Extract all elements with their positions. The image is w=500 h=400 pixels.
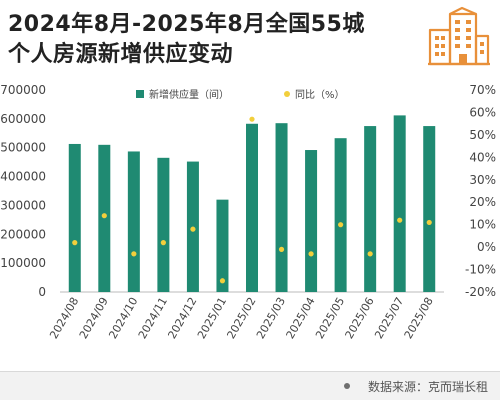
bar-supply — [423, 126, 436, 292]
chart-title-line-1: 2024年8月-2025年8月全国55城 — [8, 12, 365, 37]
point-yoy — [101, 213, 107, 219]
legend-label-bar: 新增供应量（间） — [149, 88, 229, 101]
y-left-tick-label: 600000 — [0, 112, 46, 126]
bar-supply — [127, 151, 140, 292]
point-yoy — [219, 278, 226, 284]
y-right-tick-label: 40% — [469, 150, 496, 164]
legend-label-point: 同比（%） — [295, 89, 345, 101]
point-yoy — [308, 251, 314, 257]
y-right-tick-label: 60% — [469, 105, 496, 119]
bar-supply — [305, 150, 318, 292]
y-right-tick-label: 50% — [469, 128, 496, 142]
legend-swatch-point — [284, 91, 290, 97]
point-yoy — [249, 116, 255, 122]
y-left-tick-label: 500000 — [0, 141, 46, 155]
point-yoy — [338, 222, 344, 228]
bar-supply — [246, 123, 258, 293]
y-left-tick-label: 100000 — [0, 256, 46, 270]
point-yoy — [190, 226, 196, 232]
point-yoy — [131, 251, 137, 257]
y-left-tick-label: 700000 — [0, 83, 46, 97]
y-right-tick-label: -10% — [465, 263, 496, 277]
y-right-tick-label: 30% — [469, 173, 496, 187]
bar-supply — [393, 115, 406, 292]
chart-title-line-2: 个人房源新增供应变动 — [8, 42, 234, 67]
point-yoy — [72, 240, 78, 246]
y-left-tick-label: 0 — [38, 285, 46, 299]
y-left-tick-label: 300000 — [0, 198, 46, 212]
bar-supply — [216, 199, 229, 292]
bar-supply — [98, 144, 111, 292]
bar-supply — [157, 157, 170, 292]
y-right-tick-label: 70% — [469, 83, 496, 97]
bar-supply — [334, 138, 347, 292]
bar-supply — [364, 126, 377, 292]
y-left-tick-label: 200000 — [0, 227, 46, 241]
source-note: 数据来源：克而瑞长租 — [367, 380, 488, 394]
y-left-tick-label: 400000 — [0, 170, 46, 184]
point-yoy — [367, 251, 373, 257]
y-right-tick-label: 10% — [469, 218, 496, 232]
footer-bar: 数据来源：克而瑞长租 — [0, 371, 500, 400]
point-yoy — [426, 219, 432, 226]
legend-swatch-bar — [136, 90, 144, 98]
bar-supply — [68, 143, 81, 292]
dot-icon — [344, 383, 350, 389]
supply-chart: 0 100000 200000 300000 400000 500000 600000 700… — [0, 83, 496, 341]
x-tick-label: 2025/08 — [402, 295, 436, 341]
point-yoy — [160, 240, 166, 246]
bar-supply — [275, 123, 288, 292]
y-right-tick-label: 0% — [477, 240, 496, 254]
point-yoy — [397, 217, 403, 223]
building-icon — [428, 6, 490, 66]
y-right-tick-label: 20% — [469, 195, 496, 209]
point-yoy — [278, 246, 285, 252]
y-right-tick-label: -20% — [465, 285, 496, 299]
